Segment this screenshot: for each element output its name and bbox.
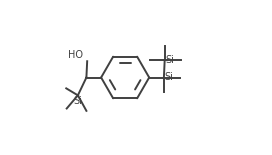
Text: Si: Si (165, 73, 174, 82)
Text: Si: Si (73, 96, 82, 106)
Text: Si: Si (165, 55, 174, 65)
Text: HO: HO (68, 50, 83, 60)
